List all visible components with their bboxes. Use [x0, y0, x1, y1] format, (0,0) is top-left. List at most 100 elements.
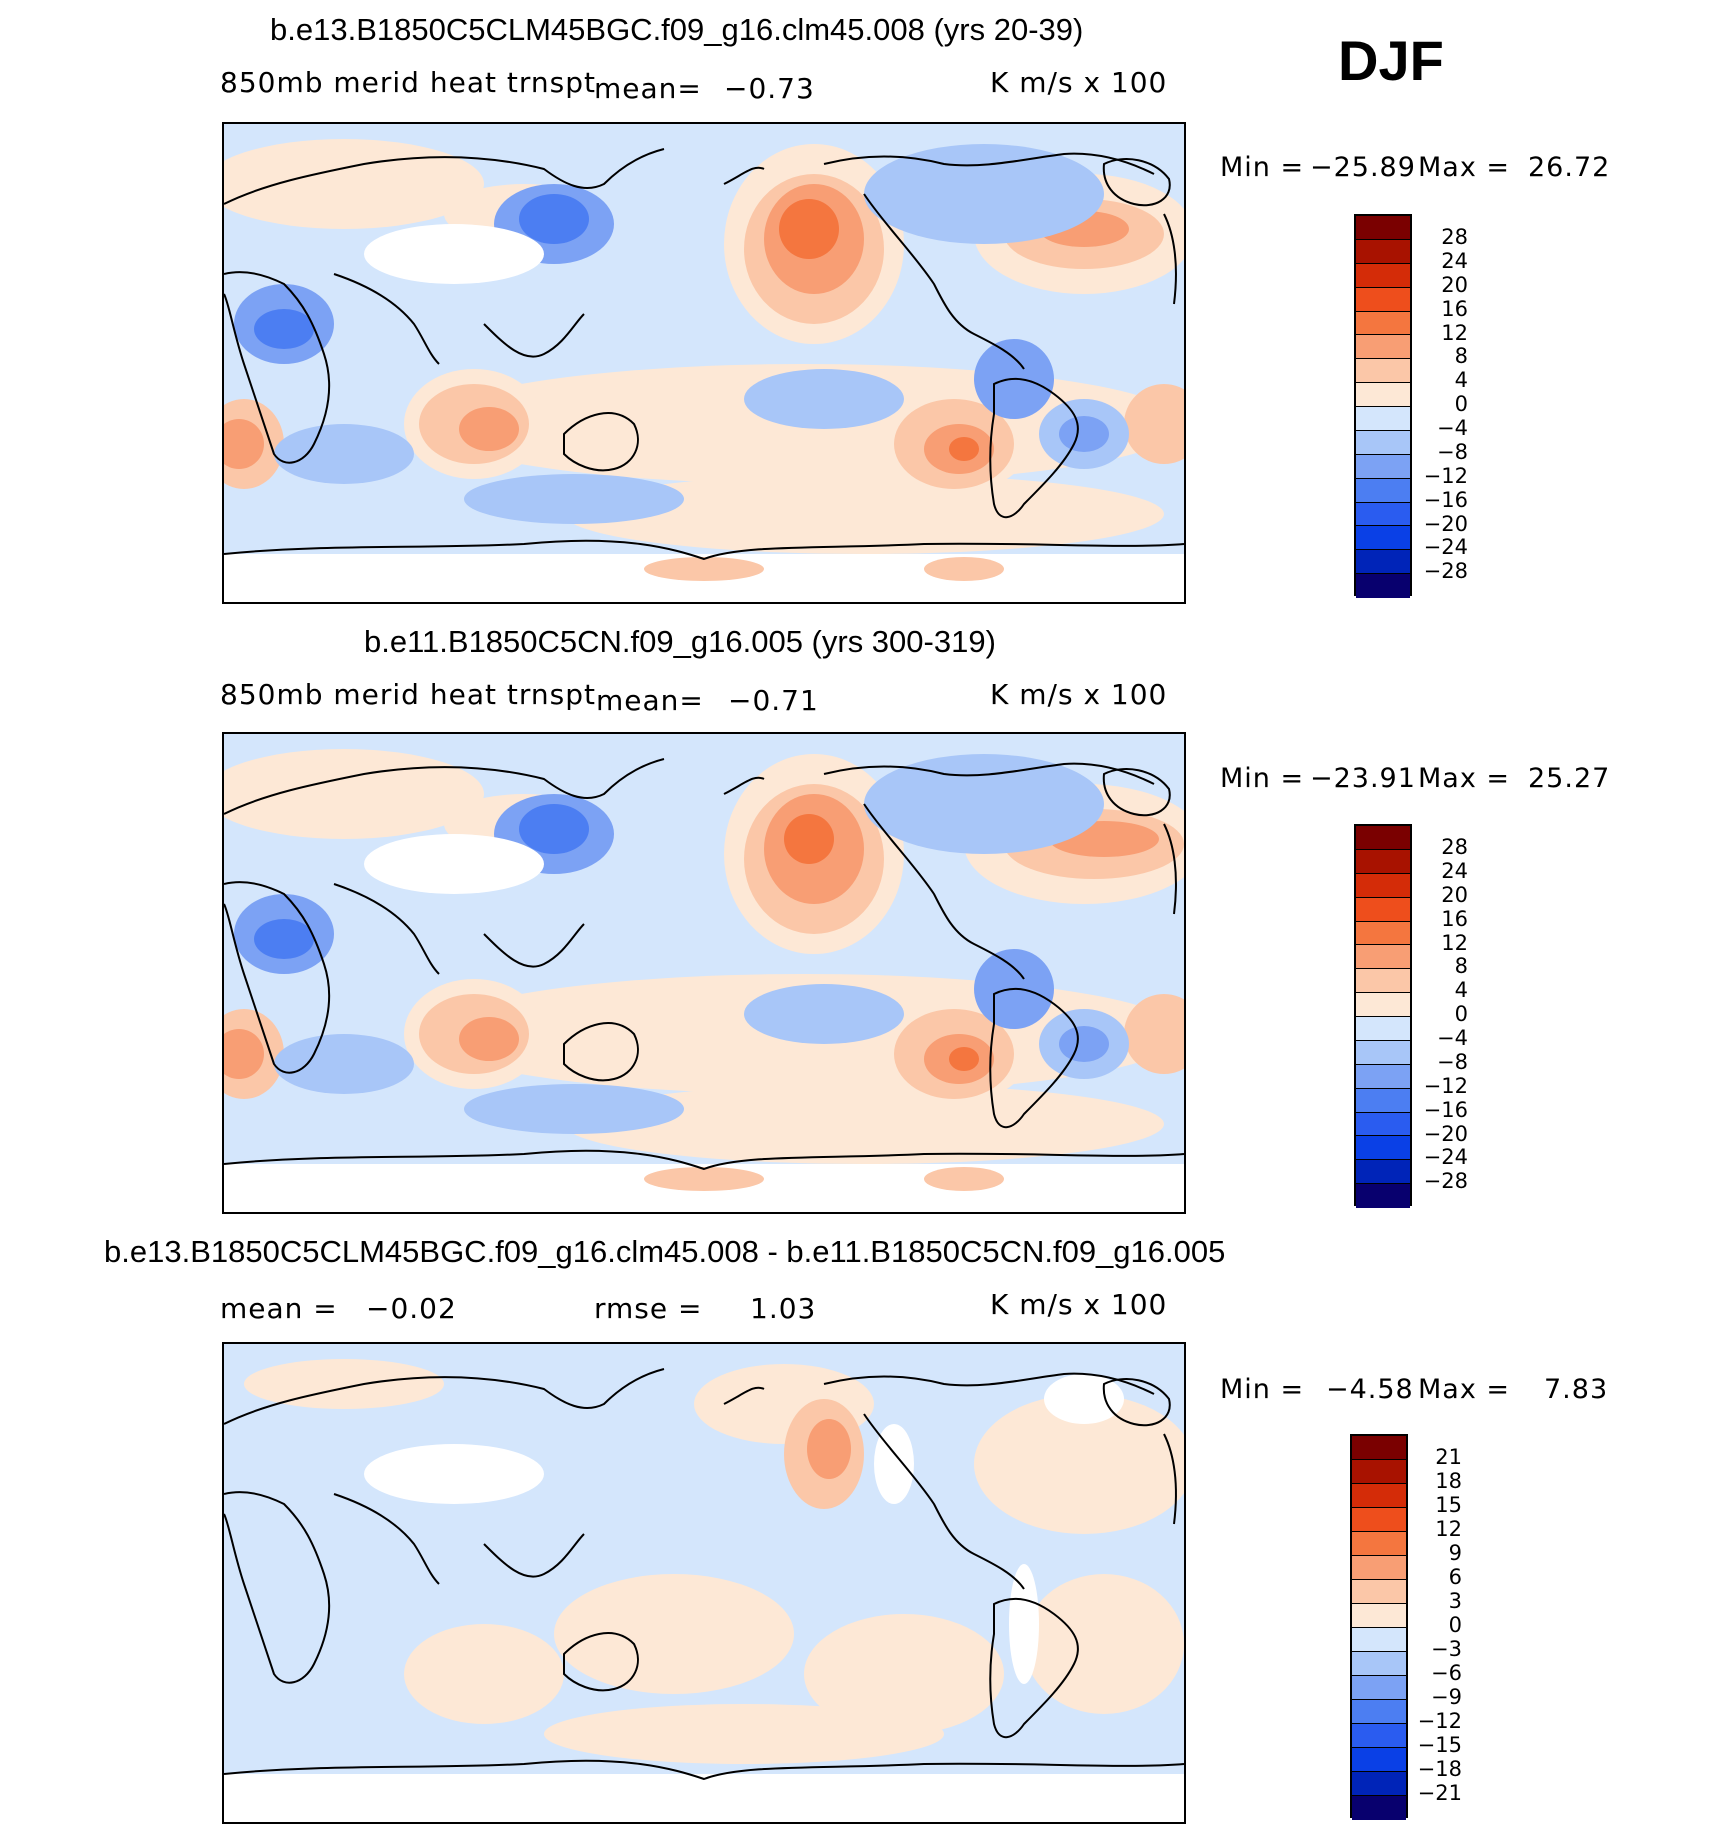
panel-1-variable-label: 850mb merid heat trnspt [220, 66, 596, 99]
panel-2-map [222, 732, 1186, 1214]
panel-3-rmse-label: rmse = [594, 1292, 703, 1325]
panel-1-colorbar-label: −12 [1423, 464, 1468, 488]
panel-2-colorbar-cell [1356, 1136, 1410, 1161]
panel-3-min-value: −4.58 [1326, 1374, 1414, 1405]
panel-1-colorbar-cell [1356, 502, 1410, 527]
panel-1-max-value: 26.72 [1528, 152, 1611, 183]
panel-1-colorbar-cell [1356, 526, 1410, 551]
panel-2-colorbar-label: −20 [1423, 1122, 1468, 1146]
panel-3-colorbar-label: 15 [1435, 1493, 1462, 1517]
panel-2-colorbar-label: −8 [1437, 1050, 1468, 1074]
panel-2-colorbar [1354, 824, 1412, 1208]
panel-3-colorbar-cell [1352, 1460, 1406, 1484]
panel-1-map-svg [224, 124, 1184, 602]
panel-2-colorbar-cell [1356, 993, 1410, 1017]
panel-3-map [222, 1342, 1186, 1824]
panel-3-colorbar-cell [1352, 1724, 1406, 1748]
panel-1-colorbar-cell [1356, 454, 1410, 479]
panel-3-colorbar-label: −9 [1431, 1685, 1462, 1709]
panel-1-colorbar-label: 4 [1454, 368, 1468, 392]
panel-3-min-label: Min = [1220, 1374, 1305, 1405]
panel-1-title: b.e13.B1850C5CLM45BGC.f09_g16.clm45.008 … [270, 12, 1084, 47]
panel-1-colorbar-label: −4 [1437, 416, 1468, 440]
panel-1-max-label: Max = [1418, 152, 1511, 183]
panel-2-colorbar-cell [1356, 849, 1410, 874]
panel-3-colorbar-cell [1352, 1604, 1406, 1628]
panel-2-max-label: Max = [1418, 763, 1511, 794]
panel-3-colorbar [1350, 1434, 1408, 1820]
panel-3-mean-label: mean = [220, 1292, 338, 1325]
panel-2-colorbar-label: 20 [1441, 883, 1468, 907]
panel-1-colorbar-cell [1356, 263, 1410, 288]
panel-2-colorbar-cell [1356, 1088, 1410, 1113]
panel-1-colorbar-cell [1356, 335, 1410, 360]
panel-1-colorbar-cell [1356, 407, 1410, 431]
panel-1-min-label: Min = [1220, 152, 1305, 183]
panel-1-colorbar-label: 0 [1454, 392, 1468, 416]
panel-3-map-svg [224, 1344, 1184, 1822]
panel-2-colorbar-cell [1356, 1112, 1410, 1137]
panel-1-units: K m/s x 100 [990, 66, 1168, 99]
panel-1-colorbar-cell [1356, 359, 1410, 384]
panel-2-colorbar-label: −28 [1423, 1169, 1468, 1193]
panel-1-colorbar-label: −16 [1423, 488, 1468, 512]
panel-3-title: b.e13.B1850C5CLM45BGC.f09_g16.clm45.008 … [104, 1234, 1226, 1269]
panel-2-colorbar-label: 28 [1441, 835, 1468, 859]
panel-1-colorbar-label: −20 [1423, 512, 1468, 536]
panel-1-colorbar-label: −28 [1423, 559, 1468, 583]
panel-1-colorbar-label: −8 [1437, 440, 1468, 464]
panel-2-colorbar-label: 4 [1454, 978, 1468, 1002]
panel-1-min-value: −25.89 [1310, 152, 1416, 183]
panel-3-colorbar-label: 6 [1448, 1565, 1462, 1589]
panel-2-colorbar-cell [1356, 921, 1410, 946]
panel-1-colorbar-label: 8 [1454, 344, 1468, 368]
panel-3-colorbar-cell [1352, 1436, 1406, 1460]
panel-1-colorbar-cell [1356, 550, 1410, 575]
panel-2-colorbar-label: 12 [1441, 931, 1468, 955]
panel-1-colorbar-label: 24 [1441, 249, 1468, 273]
panel-1-colorbar [1354, 214, 1412, 598]
panel-2-colorbar-label: 8 [1454, 954, 1468, 978]
panel-1-colorbar-cell [1356, 478, 1410, 503]
panel-3-colorbar-label: 12 [1435, 1517, 1462, 1541]
panel-1-colorbar-label: 28 [1441, 225, 1468, 249]
panel-1-mean-value: −0.73 [724, 72, 815, 105]
panel-1-colorbar-label: 20 [1441, 273, 1468, 297]
panel-1-colorbar-label: 12 [1441, 321, 1468, 345]
panel-3-colorbar-cell [1352, 1532, 1406, 1556]
panel-3-colorbar-cell [1352, 1772, 1406, 1796]
panel-3-colorbar-cell [1352, 1484, 1406, 1508]
panel-3-colorbar-label: −21 [1417, 1781, 1462, 1805]
panel-3-colorbar-label: −12 [1417, 1709, 1462, 1733]
panel-3-max-value: 7.83 [1544, 1374, 1609, 1405]
panel-3-units: K m/s x 100 [990, 1288, 1168, 1321]
panel-2-min-label: Min = [1220, 763, 1305, 794]
panel-1-colorbar-cell [1356, 574, 1410, 598]
panel-1-colorbar-cell [1356, 216, 1410, 240]
panel-3-colorbar-label: 0 [1448, 1613, 1462, 1637]
panel-2-colorbar-cell [1356, 873, 1410, 898]
panel-3-mean-value: −0.02 [366, 1292, 457, 1325]
panel-3-colorbar-label: −6 [1431, 1661, 1462, 1685]
panel-3-colorbar-cell [1352, 1676, 1406, 1700]
panel-3-colorbar-cell [1352, 1556, 1406, 1580]
panel-2-coastlines [224, 758, 1184, 1171]
panel-1-colorbar-cell [1356, 430, 1410, 455]
panel-2-mean-value: −0.71 [728, 684, 819, 717]
panel-1-map [222, 122, 1186, 604]
panel-1-coastlines [224, 148, 1184, 561]
panel-1-colorbar-cell [1356, 311, 1410, 336]
panel-2-min-value: −23.91 [1310, 763, 1416, 794]
panel-3-max-label: Max = [1418, 1374, 1511, 1405]
panel-3-colorbar-label: 21 [1435, 1445, 1462, 1469]
panel-2-colorbar-cell [1356, 969, 1410, 994]
panel-2-title: b.e11.B1850C5CN.f09_g16.005 (yrs 300-319… [364, 624, 996, 659]
panel-3-colorbar-label: 18 [1435, 1469, 1462, 1493]
panel-3-colorbar-label: −3 [1431, 1637, 1462, 1661]
panel-1-colorbar-label: −24 [1423, 535, 1468, 559]
panel-3-colorbar-label: 3 [1448, 1589, 1462, 1613]
panel-2-colorbar-cell [1356, 1017, 1410, 1041]
panel-3-colorbar-cell [1352, 1652, 1406, 1676]
panel-3-coastlines [224, 1368, 1184, 1781]
panel-2-colorbar-label: 24 [1441, 859, 1468, 883]
